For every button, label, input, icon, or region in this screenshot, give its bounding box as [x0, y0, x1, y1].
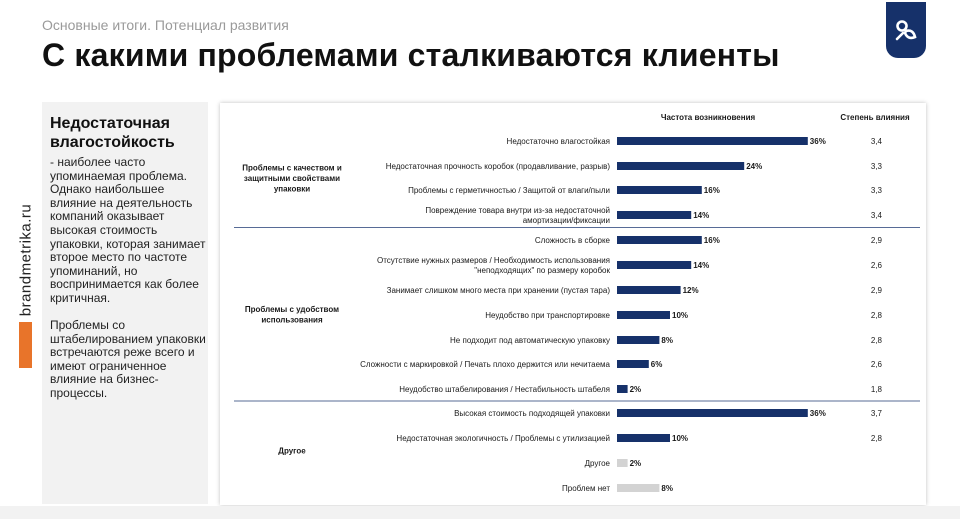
accent-bar	[19, 322, 32, 368]
data-label: 6%	[651, 360, 663, 369]
row-label: Занимает слишком много места при хранени…	[387, 286, 611, 295]
bar	[617, 137, 808, 145]
data-label: 8%	[661, 484, 673, 493]
data-label: 24%	[746, 162, 762, 171]
data-label: 12%	[683, 286, 699, 295]
summary-paragraph-1: - наиболее часто упоминаемая проблема. О…	[50, 155, 206, 305]
row-label: Отсутствие нужных размеров / Необходимос…	[377, 256, 610, 275]
impact-value: 2,8	[871, 311, 883, 320]
bar	[617, 311, 670, 319]
bar	[617, 360, 649, 368]
bar	[617, 186, 702, 194]
row-label: Неудобство при транспортировке	[485, 311, 610, 320]
row-label: Сложность в сборке	[535, 236, 611, 245]
row-label: Недостаточно влагостойкая	[507, 137, 610, 146]
row-label: Проблемы с герметичностью / Защитой от в…	[408, 186, 610, 195]
problems-bar-chart: Частота возникновения Степень влияния Недо…	[234, 113, 920, 493]
impact-value: 2,9	[871, 236, 883, 245]
bar	[617, 261, 692, 269]
pacifier-icon	[895, 20, 917, 41]
data-label: 14%	[693, 211, 709, 220]
side-brand-text: brandmetrika.ru	[17, 203, 35, 317]
bar	[617, 211, 692, 219]
chart-card: Частота возникновения Степень влияния Недо…	[220, 103, 926, 505]
row-label: Проблем нет	[562, 484, 610, 493]
impact-value: 3,4	[871, 137, 883, 146]
bar	[617, 162, 745, 170]
row-label: Другое	[585, 459, 611, 468]
page-subtitle: Основные итоги. Потенциал развития	[42, 17, 289, 33]
bar	[617, 385, 628, 393]
impact-value: 3,7	[871, 409, 883, 418]
data-label: 16%	[704, 236, 720, 245]
row-label: Сложности с маркировкой / Печать плохо д…	[360, 360, 610, 369]
brand-logo	[886, 2, 926, 58]
group-label: Проблемы с качеством и защитными свойства…	[242, 163, 342, 193]
impact-value: 2,8	[871, 434, 883, 443]
bar	[617, 484, 660, 492]
page-title: С какими проблемами сталкиваются клиенты	[42, 37, 780, 73]
bar	[617, 286, 681, 294]
group-label: Проблемы с удобством использования	[245, 305, 339, 325]
summary-heading: Недостаточная влагостойкость	[50, 115, 175, 151]
impact-value: 3,3	[871, 162, 883, 171]
impact-value: 2,9	[871, 286, 883, 295]
bar	[617, 409, 808, 417]
header-impact: Степень влияния	[840, 113, 910, 122]
impact-value: 3,3	[871, 186, 883, 195]
row-label: Повреждение товара внутри из-за недостат…	[425, 206, 610, 225]
bar	[617, 459, 628, 467]
data-label: 36%	[810, 137, 826, 146]
impact-value: 2,8	[871, 336, 883, 345]
bar	[617, 434, 670, 442]
bottom-strip	[0, 506, 960, 519]
row-label: Неудобство штабелирования / Нестабильнос…	[399, 385, 610, 394]
bar	[617, 236, 702, 244]
data-label: 2%	[630, 459, 642, 468]
data-label: 36%	[810, 409, 826, 418]
impact-value: 2,6	[871, 261, 883, 270]
row-label: Высокая стоимость подходящей упаковки	[454, 409, 610, 418]
data-label: 8%	[661, 336, 673, 345]
impact-value: 3,4	[871, 211, 883, 220]
data-label: 10%	[672, 434, 688, 443]
header-frequency: Частота возникновения	[661, 113, 756, 122]
row-label: Не подходит под автоматическую упаковку	[450, 336, 610, 345]
row-label: Недостаточная экологичность / Проблемы с…	[396, 434, 610, 443]
impact-value: 1,8	[871, 385, 883, 394]
side-brand: brandmetrika.ru	[8, 200, 44, 320]
data-label: 2%	[630, 385, 642, 394]
data-label: 14%	[693, 261, 709, 270]
row-label: Недостаточная прочность коробок (продавл…	[386, 162, 611, 171]
data-label: 16%	[704, 186, 720, 195]
bar	[617, 336, 660, 344]
group-label: Другое	[278, 446, 306, 455]
summary-panel: Недостаточная влагостойкость - наиболее …	[42, 102, 208, 504]
data-label: 10%	[672, 311, 688, 320]
impact-value: 2,6	[871, 360, 883, 369]
summary-paragraph-2: Проблемы со штабелированием упаковки вст…	[50, 318, 206, 400]
